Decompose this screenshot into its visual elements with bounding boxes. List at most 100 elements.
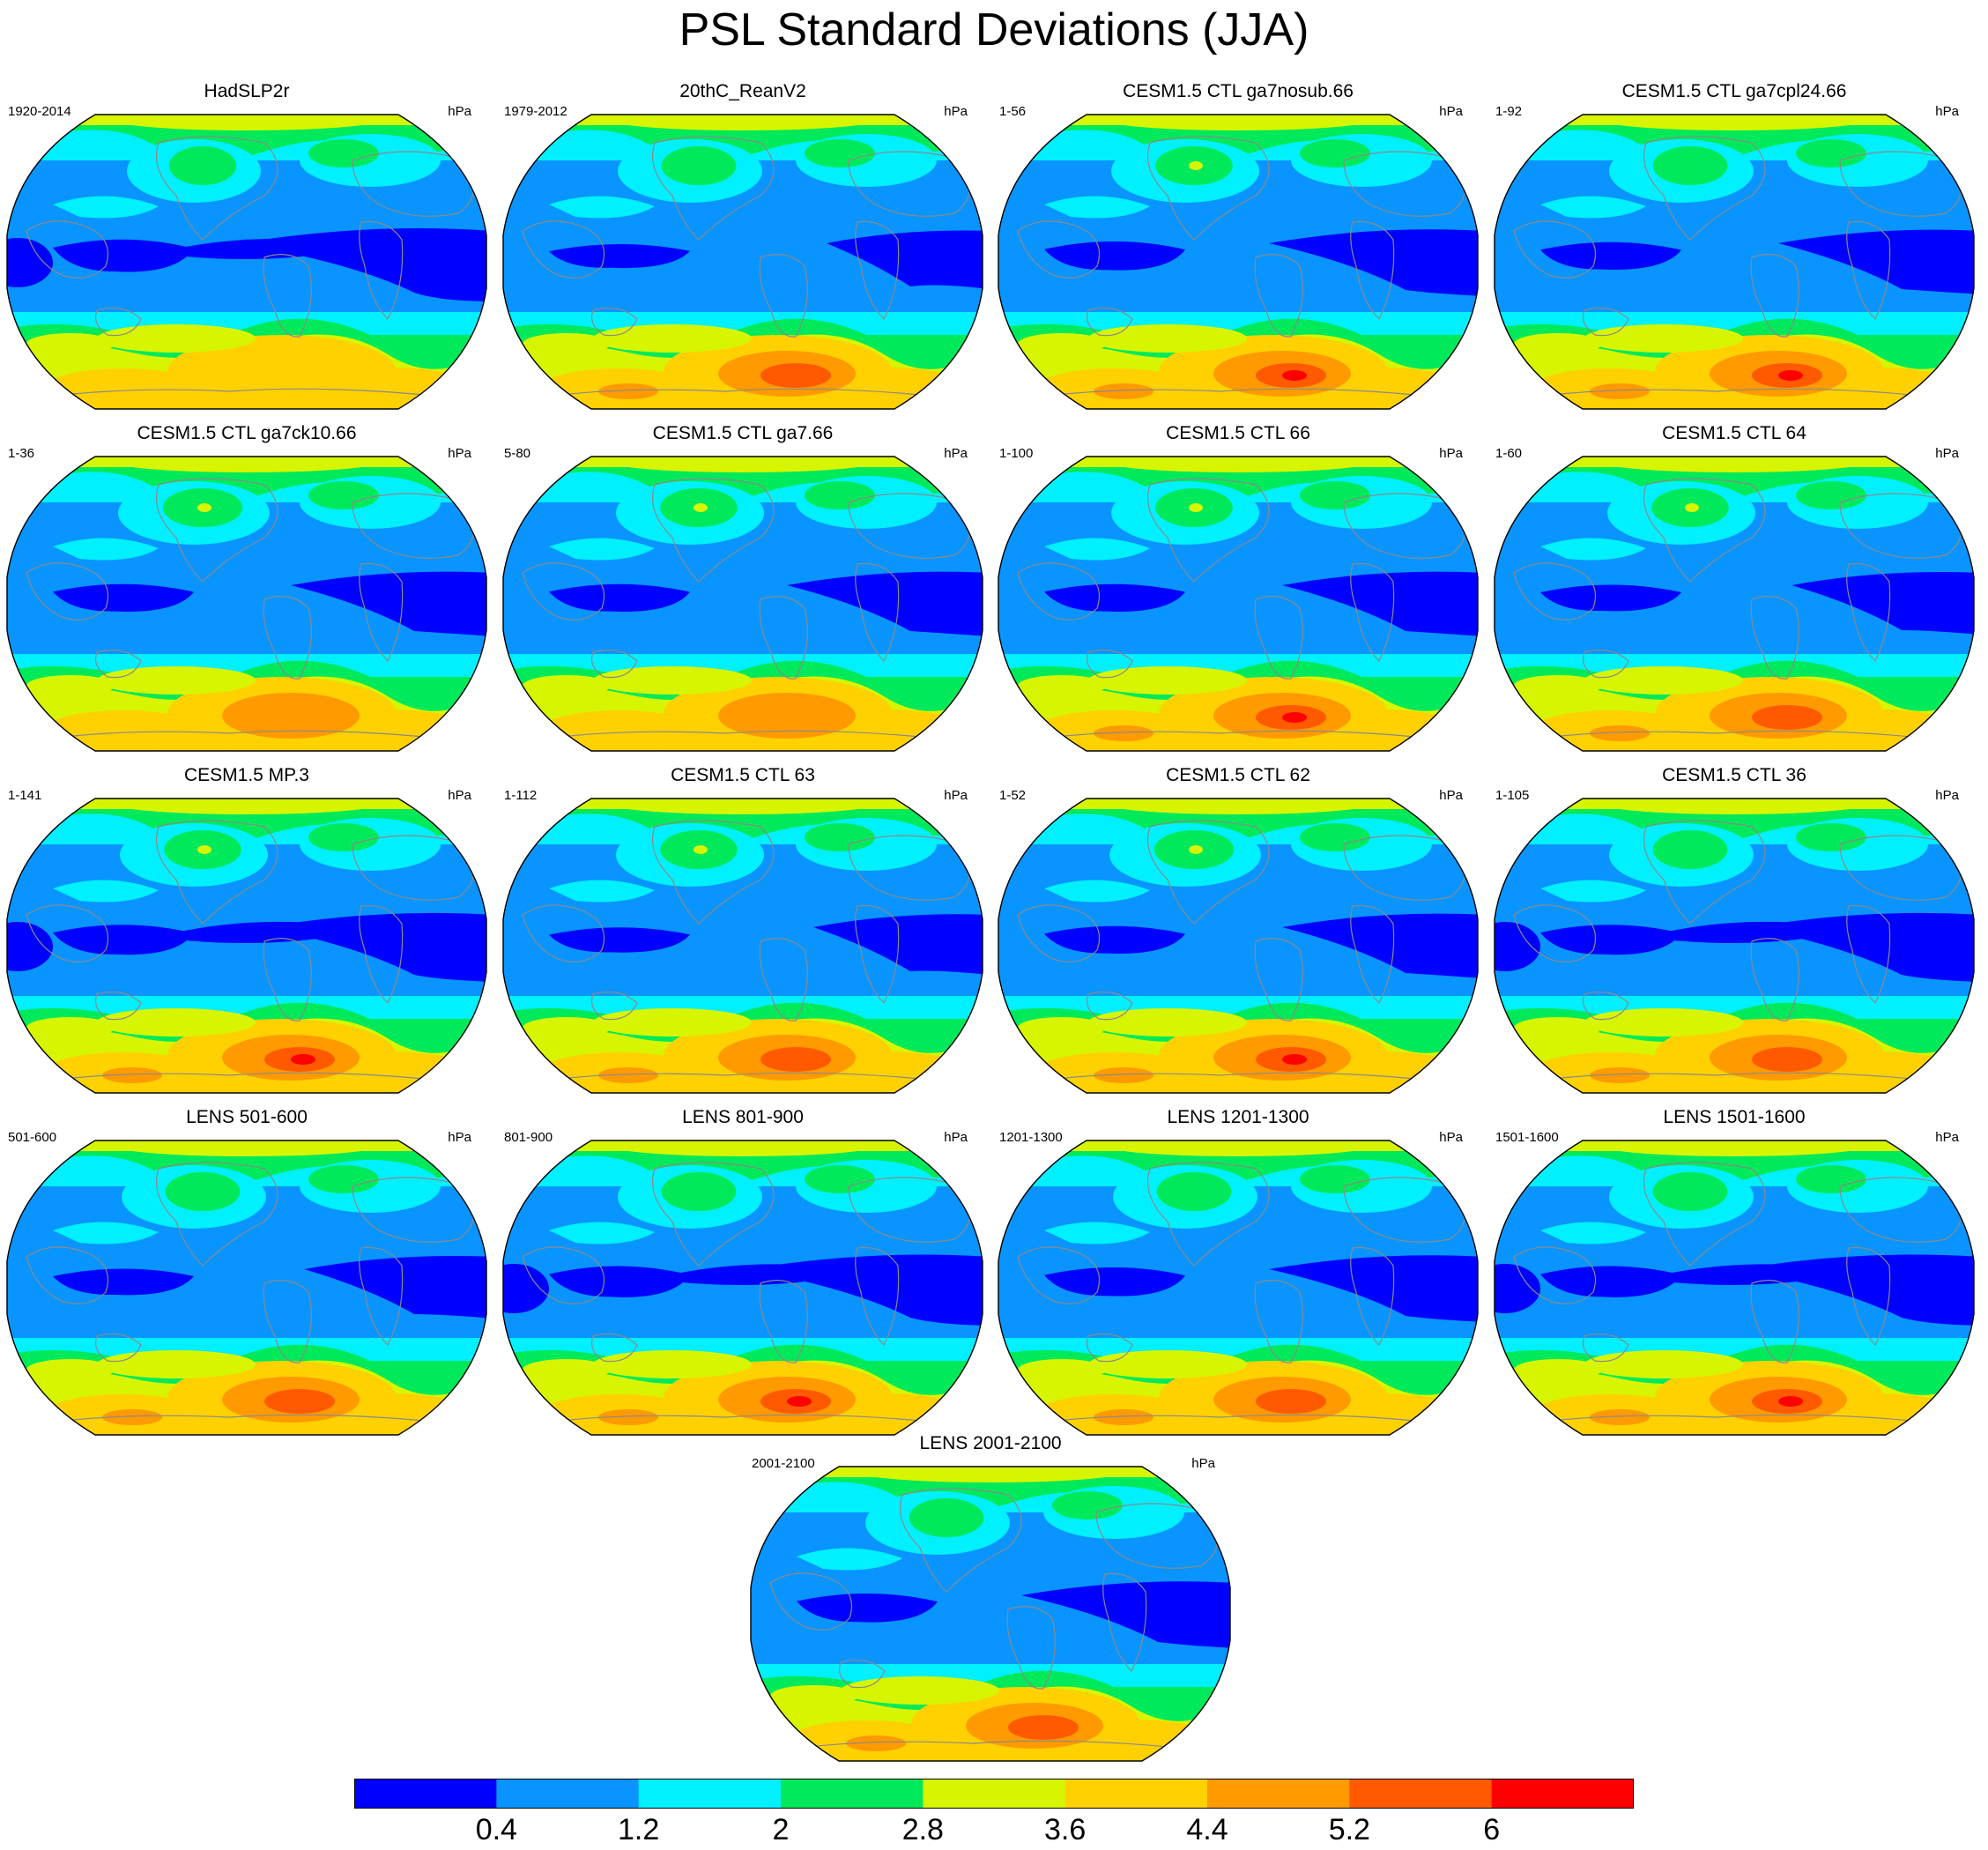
panel-period: 1979-2012 — [504, 104, 567, 119]
panel-title: LENS 501-600 — [186, 1107, 308, 1127]
panel-title: CESM1.5 CTL 36 — [1662, 765, 1806, 785]
panel-title: CESM1.5 CTL ga7.66 — [652, 423, 834, 443]
panel-units: hPa — [448, 1130, 471, 1145]
panel-period: 1-60 — [1495, 446, 1523, 461]
robinson-map — [1494, 456, 1975, 752]
panel-title: CESM1.5 CTL 64 — [1662, 423, 1806, 443]
panel-units: hPa — [448, 788, 471, 803]
panel-title: CESM1.5 CTL ga7cpl24.66 — [1621, 81, 1847, 101]
map-panel: LENS 501-600 501-600 hPa — [0, 1107, 493, 1442]
panel-units: hPa — [1935, 1130, 1959, 1145]
panel-title: CESM1.5 CTL 62 — [1166, 765, 1310, 785]
panel-period: 5-80 — [504, 446, 531, 461]
map-panel: CESM1.5 CTL ga7.66 5-80 hPa — [496, 423, 990, 758]
panel-period: 1-92 — [1495, 104, 1523, 119]
colorbar-swatch — [1491, 1779, 1634, 1809]
panel-title: LENS 1201-1300 — [1167, 1107, 1309, 1127]
robinson-map — [502, 456, 983, 752]
panel-units: hPa — [1191, 1456, 1215, 1471]
robinson-map — [6, 456, 487, 752]
panel-period: 1501-1600 — [1495, 1130, 1559, 1145]
robinson-map — [6, 1140, 487, 1436]
panel-units: hPa — [1935, 446, 1959, 461]
colorbar-tick-label: 3.6 — [1044, 1813, 1087, 1846]
colorbar-tick-label: 5.2 — [1328, 1813, 1370, 1846]
robinson-map — [502, 1140, 983, 1436]
panel-title: CESM1.5 CTL 66 — [1166, 423, 1310, 443]
figure-title: PSL Standard Deviations (JJA) — [679, 4, 1309, 56]
panel-title: LENS 1501-1600 — [1663, 1107, 1806, 1127]
panel-units: hPa — [1439, 446, 1463, 461]
panel-units: hPa — [1439, 788, 1463, 803]
panel-period: 1-141 — [8, 788, 42, 803]
panel-title: 20thC_ReanV2 — [679, 81, 806, 101]
colorbar-tick-label: 2.8 — [901, 1813, 944, 1846]
map-panel: HadSLP2r 1920-2014 hPa — [0, 81, 493, 416]
robinson-map — [1494, 114, 1975, 410]
map-panel: CESM1.5 CTL 62 1-52 hPa — [991, 765, 1485, 1100]
map-panel: CESM1.5 CTL ga7ck10.66 1-36 hPa — [0, 423, 493, 758]
panel-period: 1-100 — [999, 446, 1034, 461]
colorbar-swatch — [496, 1779, 640, 1809]
panel-period: 1-105 — [1495, 788, 1530, 803]
panel-period: 2001-2100 — [752, 1456, 815, 1471]
robinson-map — [998, 456, 1479, 752]
panel-title: CESM1.5 CTL ga7nosub.66 — [1123, 81, 1354, 101]
panel-title: HadSLP2r — [204, 81, 290, 101]
colorbar-swatch — [923, 1779, 1066, 1809]
panel-period: 1920-2014 — [8, 104, 71, 119]
map-panel: CESM1.5 MP.3 1-141 hPa — [0, 765, 493, 1100]
colorbar-swatch — [781, 1779, 924, 1809]
robinson-map — [750, 1466, 1231, 1762]
panel-period: 1-52 — [999, 788, 1027, 803]
map-panel: CESM1.5 CTL 36 1-105 hPa — [1487, 765, 1981, 1100]
panel-title: LENS 801-900 — [682, 1107, 804, 1127]
map-panel: CESM1.5 CTL ga7cpl24.66 1-92 hPa — [1487, 81, 1981, 416]
map-panel: LENS 1501-1600 1501-1600 hPa — [1487, 1107, 1981, 1442]
robinson-map — [6, 798, 487, 1094]
panel-title: CESM1.5 CTL ga7ck10.66 — [137, 423, 357, 443]
map-panel: LENS 801-900 801-900 hPa — [496, 1107, 990, 1442]
map-panel: CESM1.5 CTL 64 1-60 hPa — [1487, 423, 1981, 758]
panel-units: hPa — [944, 104, 968, 119]
colorbar-tick-label: 0.4 — [475, 1813, 517, 1846]
panel-period: 1-112 — [504, 788, 538, 803]
panel-units: hPa — [944, 446, 968, 461]
colorbar-swatch — [1064, 1779, 1208, 1809]
colorbar-swatch — [638, 1779, 782, 1809]
map-panel: CESM1.5 CTL 63 1-112 hPa — [496, 765, 990, 1100]
map-panel: LENS 1201-1300 1201-1300 hPa — [991, 1107, 1485, 1442]
robinson-map — [998, 798, 1479, 1094]
panel-units: hPa — [1439, 1130, 1463, 1145]
panel-units: hPa — [448, 446, 471, 461]
robinson-map — [998, 114, 1479, 410]
panel-period: 501-600 — [8, 1130, 57, 1145]
panel-title: LENS 2001-2100 — [919, 1433, 1062, 1453]
colorbar-tick-label: 6 — [1483, 1813, 1501, 1846]
map-panel: LENS 2001-2100 2001-2100 hPa — [744, 1433, 1237, 1768]
robinson-map — [1494, 798, 1975, 1094]
colorbar-swatch — [1349, 1779, 1493, 1809]
robinson-map — [1494, 1140, 1975, 1436]
colorbar-swatch — [1207, 1779, 1350, 1809]
colorbar — [354, 1779, 1634, 1809]
panel-period: 801-900 — [504, 1130, 553, 1145]
robinson-map — [502, 114, 983, 410]
panel-units: hPa — [1935, 788, 1959, 803]
robinson-map — [6, 114, 487, 410]
colorbar-tick-label: 1.2 — [618, 1813, 660, 1846]
panel-units: hPa — [1439, 104, 1463, 119]
colorbar-tick-label: 2 — [772, 1813, 790, 1846]
colorbar-tick-label: 4.4 — [1186, 1813, 1228, 1846]
panel-units: hPa — [1935, 104, 1959, 119]
panel-period: 1-56 — [999, 104, 1027, 119]
panel-period: 1-36 — [8, 446, 35, 461]
robinson-map — [502, 798, 983, 1094]
panel-period: 1201-1300 — [999, 1130, 1063, 1145]
map-panel: CESM1.5 CTL ga7nosub.66 1-56 hPa — [991, 81, 1485, 416]
panel-units: hPa — [448, 104, 471, 119]
map-panel: CESM1.5 CTL 66 1-100 hPa — [991, 423, 1485, 758]
panel-title: CESM1.5 MP.3 — [183, 765, 309, 785]
panel-units: hPa — [944, 1130, 968, 1145]
colorbar-border — [354, 1779, 1634, 1809]
